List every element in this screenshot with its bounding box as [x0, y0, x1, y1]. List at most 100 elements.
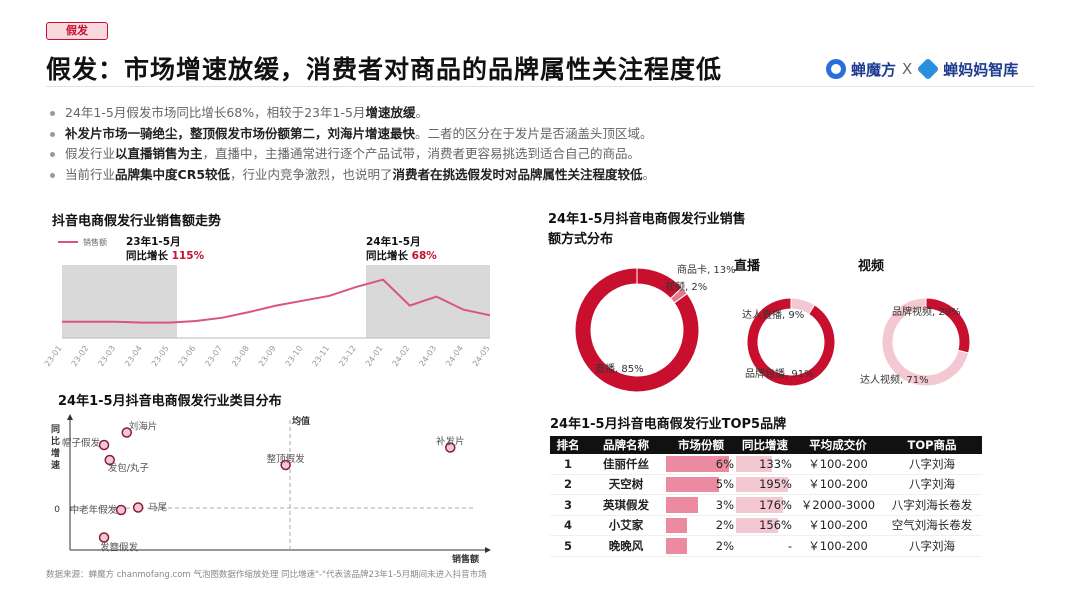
table-row: 2 天空树 5% 195% ￥100-200 八字刘海: [550, 474, 982, 495]
table-cell: 1: [550, 454, 586, 475]
scatter-point: [280, 459, 291, 471]
scatter-chart-title: 24年1-5月抖音电商假发行业类目分布: [58, 394, 282, 409]
table-cell: 4: [550, 515, 586, 536]
bullet-text: ，行业内竞争激烈，也说明了: [230, 166, 393, 182]
x-tick-label: 23-03: [96, 344, 117, 368]
x-tick-label: 23-02: [70, 344, 91, 368]
line-chart-title: 抖音电商假发行业销售额走势: [52, 214, 222, 229]
table-cell: 2%: [666, 515, 736, 536]
scatter-point-label: 马尾: [148, 503, 167, 514]
bullet-text: ，直播中，主播通常进行逐个产品试带，消费者更容易挑选到适合自己的商品。: [202, 146, 641, 161]
bullet-bold: 品牌集中度CR5较低: [115, 166, 231, 182]
column-header: 同比增速: [736, 436, 794, 454]
legend-label: 销售额: [83, 237, 107, 247]
annotation-label: 同比增长 68%: [366, 249, 437, 262]
table-row: 1 佳丽仟丝 6% 133% ￥100-200 八字刘海: [550, 454, 982, 475]
logo-right-text: 蝉妈妈智库: [943, 60, 1019, 79]
table-row: 4 小艾家 2% 156% ￥100-200 空气刘海长卷发: [550, 515, 982, 536]
x-tick-label: 23-08: [230, 344, 251, 368]
brand-logo: 蝉魔方 X 蝉妈妈智库: [826, 56, 1018, 82]
source-footer: 数据来源：蝉魔方 chanmofang.com 气泡图数据作缩放处理 同比增速"…: [46, 570, 487, 580]
table-cell: ￥100-200: [794, 474, 882, 495]
table-header-row: 排名 品牌名称 市场份额 同比增速 平均成交价 TOP商品: [550, 436, 982, 454]
table-cell: 5%: [666, 474, 736, 495]
table-row: 3 英琪假发 3% 176% ￥2000-3000 八字刘海长卷发: [550, 494, 982, 516]
bullet-text: 。: [642, 166, 656, 182]
zero-label: 0: [54, 505, 60, 515]
bullet-text: 当前行业: [65, 166, 116, 182]
donut-slice-label: 达人视频, 71%: [860, 373, 929, 386]
scatter-point-label: 发包/丸子: [108, 462, 150, 474]
donut-live-title: 直播: [734, 259, 761, 274]
table-cell: 英琪假发: [586, 494, 666, 516]
donut-slice-label: 商品卡, 13%: [677, 263, 736, 276]
shade-2024: [366, 265, 490, 338]
section-tag: 假发: [46, 22, 108, 40]
table-cell: 176%: [736, 494, 794, 516]
shade-2023: [62, 265, 177, 338]
bullet-item: 当前行业品牌集中度CR5较低，行业内竞争激烈，也说明了消费者在挑选假发时对品牌属…: [50, 165, 1030, 186]
donut-slice: [574, 267, 700, 393]
x-tick-label: 24-04: [444, 344, 465, 368]
table-cell: 空气刘海长卷发: [882, 515, 982, 536]
table-cell: 晚晚风: [586, 535, 666, 557]
table-cell: 6%: [666, 454, 736, 475]
header-divider: [46, 86, 1034, 87]
table-cell: 八字刘海: [882, 535, 982, 557]
scatter-point-label: 刘海片: [129, 421, 158, 433]
value-bar: [736, 517, 778, 533]
donut-slice-label: 视频, 2%: [665, 280, 707, 293]
column-header: TOP商品: [882, 436, 982, 454]
logo-left-text: 蝉魔方: [851, 60, 897, 79]
x-tick-label: 23-11: [310, 344, 331, 368]
bullet-item: 24年1-5月假发市场同比增长68%，相较于23年1-5月增速放缓。: [50, 103, 1030, 124]
table-cell: 195%: [736, 474, 794, 495]
table-cell: 八字刘海: [882, 454, 982, 475]
x-tick-label: 23-12: [337, 344, 358, 368]
donut-slice: [925, 297, 971, 354]
scatter-point-label: 整顶假发: [267, 453, 306, 465]
bullet-item: 假发行业以直播销售为主，直播中，主播通常进行逐个产品试带，消费者更容易挑选到适合…: [50, 144, 1030, 165]
value-bar: [666, 517, 687, 533]
bullet-bold: 消费者在挑选假发时对品牌属性关注程度较低: [392, 166, 643, 182]
x-tick-label: 23-07: [203, 344, 224, 368]
chanmofang-logo-icon: [826, 59, 846, 79]
bullet-text: 。二者的区分在于发片是否涵盖头顶区域。: [415, 125, 653, 141]
x-tick-label: 23-01: [43, 344, 64, 368]
value-bar: [736, 476, 789, 492]
table-cell: 133%: [736, 454, 794, 475]
table-cell: 2: [550, 474, 586, 495]
value-bar: [666, 497, 698, 513]
table-cell: 156%: [736, 515, 794, 536]
bullet-dot: [50, 131, 55, 137]
scatter-point: [445, 442, 456, 453]
value-bar: [736, 497, 784, 513]
x-tick-label: 24-05: [471, 344, 492, 368]
value-bar: [666, 538, 687, 554]
scatter-point-label: 中老年假发: [70, 504, 118, 516]
donut-slice: [790, 297, 816, 315]
table-cell: 天空树: [586, 474, 666, 495]
page-title: 假发：市场增速放缓，消费者对商品的品牌属性关注程度低: [46, 55, 723, 84]
x-tick-label: 23-06: [177, 344, 198, 368]
mean-label: 均值: [292, 415, 310, 427]
donut-slice: [881, 297, 970, 387]
table-title: 24年1-5月抖音电商假发行业TOP5品牌: [550, 417, 787, 432]
table-cell: 佳丽仟丝: [586, 454, 666, 475]
bullet-dot: [50, 111, 55, 116]
table-cell: 小艾家: [586, 515, 666, 536]
bullet-item: 补发片市场一骑绝尘，整顶假发市场份额第二，刘海片增速最快。二者的区分在于发片是否…: [50, 124, 1030, 145]
column-header: 排名: [550, 436, 586, 454]
chanmama-logo-icon: [916, 57, 940, 81]
value-bar: [666, 476, 719, 492]
donut-charts: 直播, 85% 商品卡, 13% 视频, 2% 品牌自播, 91% 达人直播, 9% 达人…: [574, 263, 971, 393]
x-axis-label: 销售额: [452, 553, 479, 565]
x-tick-label: 23-05: [150, 344, 171, 368]
y-axis-label: 同比增速: [51, 424, 60, 471]
table-cell: 3%: [666, 494, 736, 516]
logo-separator: X: [902, 60, 913, 78]
donut-video-title: 视频: [858, 259, 885, 274]
bullet-text: 24年1-5月假发市场同比增长68%，相较于23年1-5月: [65, 105, 366, 120]
x-tick-label: 23-10: [284, 344, 305, 368]
